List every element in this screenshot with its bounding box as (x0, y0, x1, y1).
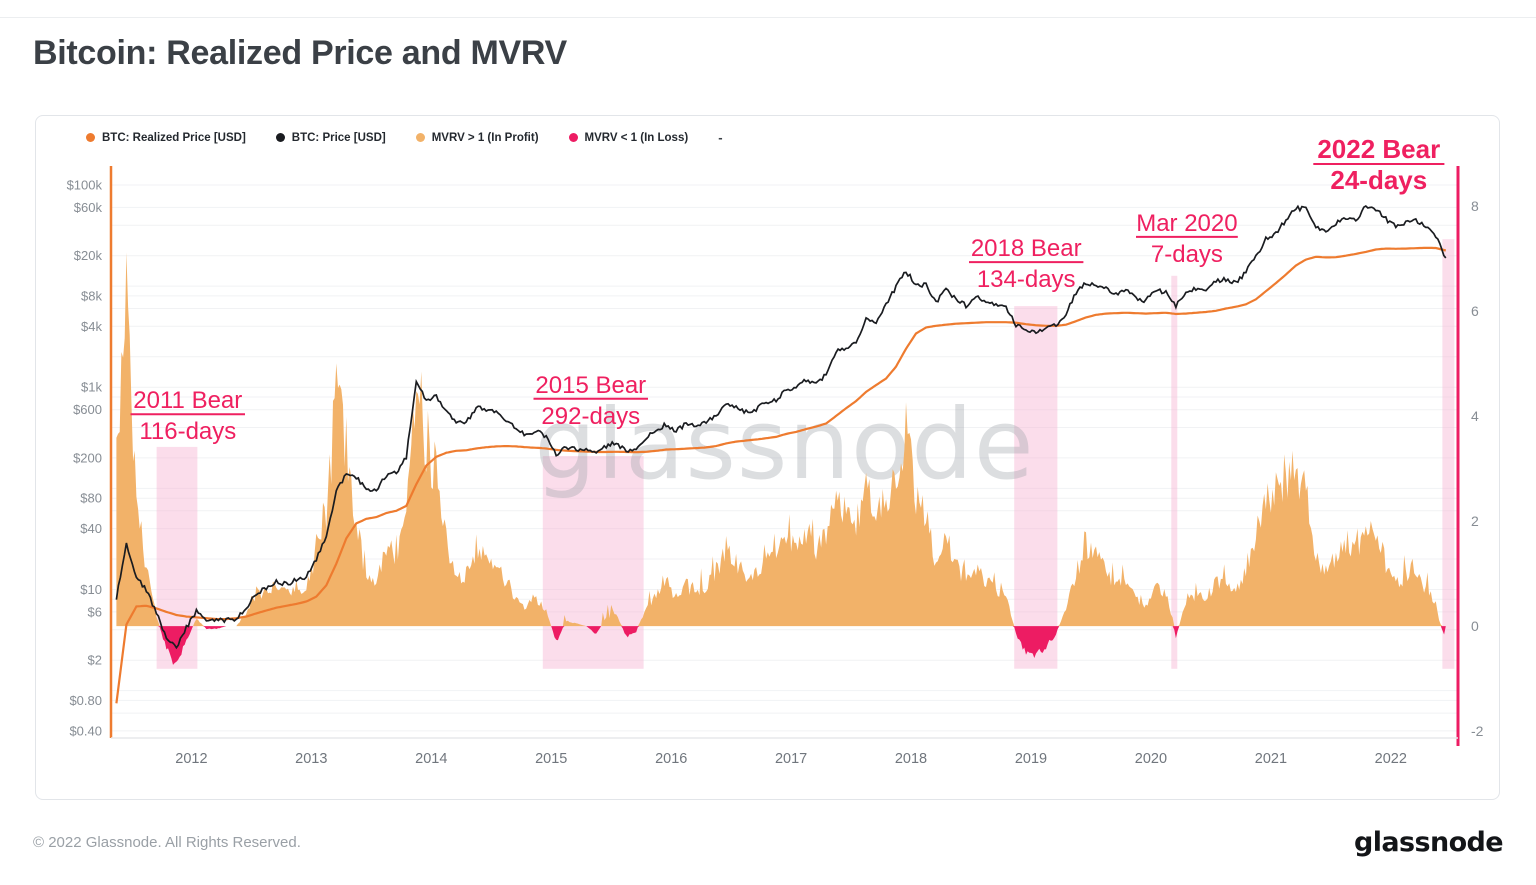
legend-label: MVRV > 1 (In Profit) (431, 131, 539, 144)
svg-text:0: 0 (1471, 618, 1479, 634)
x-axis: 2012 2013 2014 2015 2016 2017 2018 2019 2020 2021… (111, 737, 1458, 767)
svg-text:8: 8 (1471, 198, 1479, 214)
svg-text:$40: $40 (80, 521, 102, 536)
legend-label: BTC: Price [USD] (291, 131, 386, 144)
svg-text:6: 6 (1471, 303, 1479, 319)
svg-text:$8k: $8k (81, 288, 102, 303)
right-axis: 8 6 4 2 0 -2 (1456, 166, 1484, 746)
bear-annotations: 2011 Bear 116-days 2015 Bear 292-days 2018 B… (130, 134, 1445, 445)
copyright-text: © 2022 Glassnode. All Rights Reserved. (33, 833, 301, 851)
mvrv-loss-area (116, 626, 1446, 665)
legend-item-realized-price[interactable]: BTC: Realized Price [USD] (86, 132, 246, 144)
svg-text:2013: 2013 (295, 751, 327, 767)
svg-text:2019: 2019 (1015, 751, 1047, 767)
svg-text:$20k: $20k (74, 248, 103, 263)
svg-text:2015: 2015 (535, 751, 567, 767)
price-line (115, 204, 1447, 650)
realized-price-legend-dot-icon (86, 133, 95, 142)
svg-text:2: 2 (1471, 513, 1479, 529)
legend-item-dash[interactable]: - (718, 130, 722, 145)
bear-annotation-title: 2022 Bear (1317, 134, 1440, 164)
bear-annotation-days: 292-days (541, 403, 640, 430)
legend-label: BTC: Realized Price [USD] (102, 131, 246, 144)
svg-text:-2: -2 (1471, 723, 1484, 739)
realized-price-line (115, 246, 1447, 704)
svg-text:$80: $80 (80, 491, 102, 506)
legend-item-mvrv-profit[interactable]: MVRV > 1 (In Profit) (415, 131, 539, 144)
svg-text:$200: $200 (73, 450, 102, 465)
bear-band (1442, 239, 1455, 669)
svg-text:2021: 2021 (1255, 751, 1287, 767)
bear-annotation-days: 7-days (1151, 241, 1223, 268)
legend-item-mvrv-loss[interactable]: MVRV < 1 (In Loss) (568, 131, 689, 144)
svg-text:$600: $600 (73, 402, 102, 417)
svg-text:$10: $10 (80, 582, 102, 597)
bear-band (1171, 275, 1178, 669)
svg-text:2014: 2014 (415, 751, 447, 767)
bear-annotation-title: Mar 2020 (1136, 210, 1237, 237)
bear-annotation-title: 2011 Bear (133, 387, 242, 414)
svg-text:2018: 2018 (895, 751, 927, 767)
svg-text:$60k: $60k (74, 200, 103, 215)
svg-text:4: 4 (1471, 408, 1479, 424)
svg-text:2012: 2012 (175, 751, 207, 767)
legend-label: - (718, 130, 723, 145)
svg-text:$6: $6 (88, 604, 102, 619)
bear-annotation-days: 116-days (139, 418, 236, 445)
chart-card: glassnode $100k $60k $20k $8k $4k $1k $600 $200 $… (35, 115, 1500, 800)
page-title: Bitcoin: Realized Price and MVRV (33, 34, 567, 72)
legend-item-price[interactable]: BTC: Price [USD] (275, 131, 386, 144)
chart-legend: BTC: Realized Price [USD] BTC: Price [USD… (86, 130, 723, 145)
svg-text:$0.80: $0.80 (69, 693, 102, 708)
mvrv-profit-legend-dot-icon (415, 133, 425, 142)
top-rule (0, 17, 1536, 18)
svg-text:$100k: $100k (67, 178, 103, 193)
svg-text:2016: 2016 (655, 751, 687, 767)
svg-text:2020: 2020 (1135, 751, 1167, 767)
bear-band (1014, 306, 1058, 669)
svg-text:$1k: $1k (81, 380, 102, 395)
bear-annotation-days: 24-days (1330, 165, 1427, 195)
svg-text:$2: $2 (88, 653, 102, 668)
svg-text:2022: 2022 (1375, 751, 1407, 767)
mvrv-loss-legend-dot-icon (568, 133, 578, 142)
bear-annotation-title: 2015 Bear (535, 372, 646, 399)
bear-annotation-days: 134-days (977, 266, 1076, 293)
left-axis: $100k $60k $20k $8k $4k $1k $600 $200 $80 $40 $10 $… (67, 166, 113, 738)
footer: © 2022 Glassnode. All Rights Reserved. g… (33, 820, 1504, 864)
bear-annotation-title: 2018 Bear (971, 235, 1082, 262)
mvrv-profit-area (116, 252, 1446, 627)
glassnode-logo: glassnode (1354, 826, 1504, 858)
legend-label: MVRV < 1 (In Loss) (584, 131, 689, 144)
svg-text:$4k: $4k (81, 319, 102, 334)
svg-text:$0.40: $0.40 (69, 723, 102, 738)
svg-text:2017: 2017 (775, 751, 807, 767)
price-legend-dot-icon (275, 133, 285, 142)
chart-canvas[interactable]: glassnode$100k$60k$20k$8k$4k$1k$600$200$… (36, 116, 1501, 801)
